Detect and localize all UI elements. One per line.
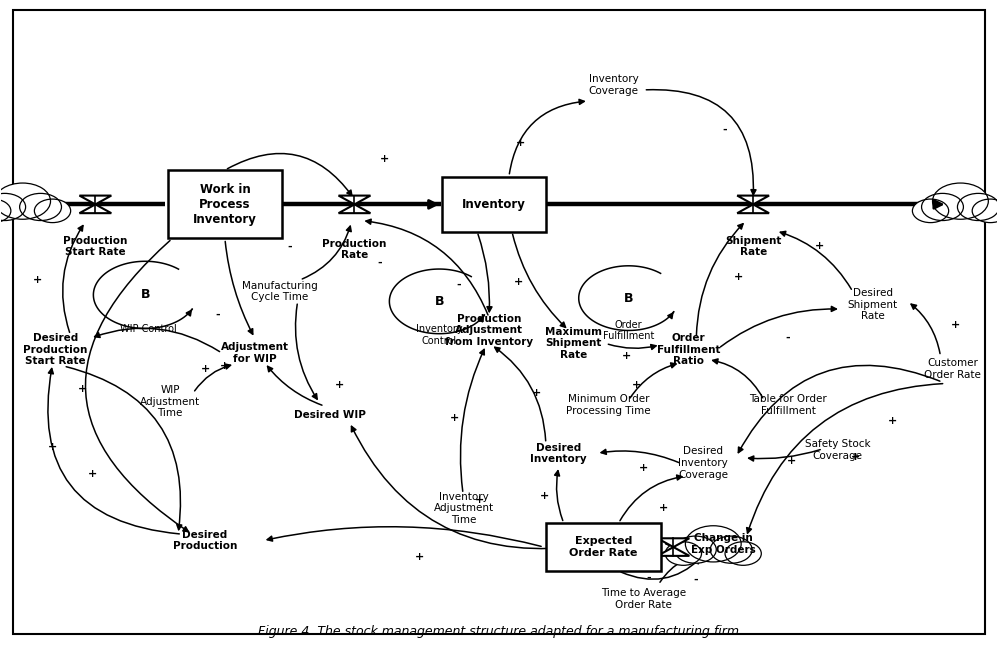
Text: +: + [414,552,424,562]
Polygon shape [738,204,769,213]
Text: +: + [639,463,648,473]
Text: Inventory
Adjustment
Time: Inventory Adjustment Time [434,492,494,525]
Text: Inventory: Inventory [462,198,526,211]
Text: -: - [287,242,292,251]
Text: Minimum Order
Processing Time: Minimum Order Processing Time [566,394,651,415]
Text: +: + [734,272,743,283]
Text: -: - [693,574,698,584]
Text: +: + [33,275,42,285]
Text: +: + [88,469,97,479]
Text: Customer
Order Rate: Customer Order Rate [924,358,981,380]
Text: Production
Start Rate: Production Start Rate [63,236,128,257]
Text: WIP Control: WIP Control [120,324,177,334]
Polygon shape [658,538,690,547]
Text: Desired
Shipment
Rate: Desired Shipment Rate [847,288,898,321]
Text: B: B [624,292,634,305]
Polygon shape [80,196,112,204]
Text: +: + [335,380,344,391]
Polygon shape [338,204,370,213]
Text: Order
Fulfillment
Ratio: Order Fulfillment Ratio [657,333,721,367]
Text: +: + [786,456,795,466]
Polygon shape [338,196,370,204]
Circle shape [686,526,742,562]
Text: Desired
Inventory: Desired Inventory [531,443,587,464]
Text: -: - [722,125,727,135]
Text: +: + [815,242,824,251]
Text: Inventory
Coverage: Inventory Coverage [589,74,639,95]
Text: Production
Adjustment
from Inventory: Production Adjustment from Inventory [445,314,533,347]
Circle shape [932,183,988,219]
Circle shape [34,199,71,223]
Text: Work in
Process
Inventory: Work in Process Inventory [193,183,256,226]
Text: Inventory
Control: Inventory Control [416,324,462,346]
Polygon shape [738,196,769,204]
Text: Desired
Production: Desired Production [173,530,238,551]
Text: Change in
Exp Orders: Change in Exp Orders [691,533,755,555]
Text: +: + [532,388,542,398]
Circle shape [921,193,963,220]
Circle shape [725,542,761,565]
Text: Maximum
Shipment
Rate: Maximum Shipment Rate [545,327,602,360]
Text: -: - [377,257,381,268]
Text: +: + [202,364,211,375]
Text: Order
Fulfillment: Order Fulfillment [603,319,655,341]
Text: +: + [540,491,550,501]
Text: +: + [659,503,668,513]
Text: -: - [457,280,461,290]
Text: B: B [434,295,444,308]
Text: Desired
Production
Start Rate: Desired Production Start Rate [23,333,88,367]
Text: -: - [646,573,651,583]
Polygon shape [80,204,112,213]
Text: +: + [516,138,526,148]
Text: Expected
Order Rate: Expected Order Rate [570,537,638,558]
Text: WIP
Adjustment
Time: WIP Adjustment Time [140,385,201,418]
Text: -: - [785,333,790,343]
Text: Desired
Inventory
Coverage: Desired Inventory Coverage [679,446,729,480]
Circle shape [675,536,717,563]
Text: +: + [632,380,641,391]
Text: +: + [514,277,524,287]
Text: +: + [380,154,389,164]
Text: Table for Order
Fulfillment: Table for Order Fulfillment [749,394,827,415]
Text: Shipment
Rate: Shipment Rate [725,236,781,257]
Text: B: B [141,288,150,301]
Text: +: + [48,442,57,452]
Text: Figure 4  The stock management structure adapted for a manufacturing firm: Figure 4 The stock management structure … [258,625,740,638]
Circle shape [20,193,62,220]
Text: -: - [216,309,221,319]
Text: +: + [221,361,230,371]
Text: +: + [622,351,631,362]
Circle shape [912,199,949,223]
Polygon shape [658,547,690,556]
Text: Desired WIP: Desired WIP [293,410,365,419]
Text: +: + [449,413,459,422]
Text: +: + [888,416,897,426]
Text: Time to Average
Order Rate: Time to Average Order Rate [601,588,686,610]
Circle shape [0,193,26,220]
Circle shape [0,199,11,223]
Circle shape [972,199,998,223]
Circle shape [711,536,752,563]
Text: Manufacturing
Cycle Time: Manufacturing Cycle Time [242,281,317,303]
Text: +: + [851,452,860,461]
Text: Adjustment
for WIP: Adjustment for WIP [221,342,288,364]
FancyBboxPatch shape [546,523,661,572]
FancyBboxPatch shape [168,170,282,238]
Circle shape [0,183,51,219]
Text: +: + [78,384,87,394]
Text: +: + [951,320,960,330]
Circle shape [666,542,702,565]
Text: Production
Rate: Production Rate [322,239,386,260]
Text: +: + [474,495,484,505]
Text: Safety Stock
Coverage: Safety Stock Coverage [805,439,870,461]
Circle shape [957,193,998,220]
FancyBboxPatch shape [442,177,546,232]
